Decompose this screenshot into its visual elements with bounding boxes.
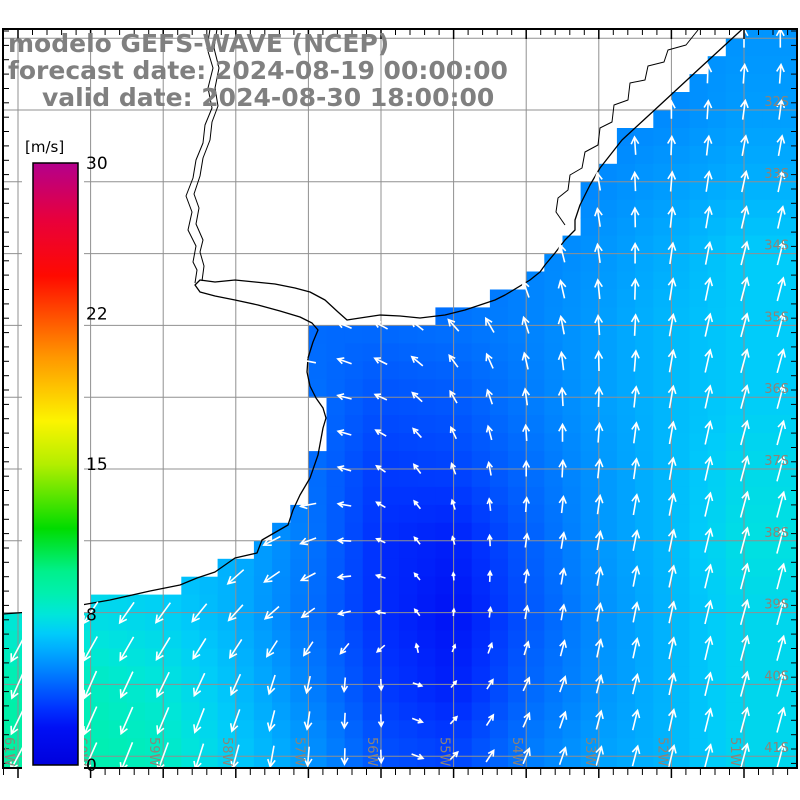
lon-label: 57W <box>291 737 306 767</box>
colorbar-tick-label: 8 <box>86 606 97 626</box>
lon-label: 52W <box>654 737 669 767</box>
lon-label: 58W <box>219 737 234 767</box>
colorbar-gradient <box>32 162 79 766</box>
colorbar-unit-label: [m/s] <box>25 138 64 156</box>
lon-label: 61W <box>1 737 16 767</box>
valid-date-line: valid date: 2024-08-30 18:00:00 <box>42 83 494 112</box>
colorbar-tick-labels: 30 22 15 8 0 <box>86 154 108 776</box>
wind-direction-arrows <box>10 29 787 768</box>
lon-label: 53W <box>582 737 597 767</box>
model-title: modelo GEFS-WAVE (NCEP) <box>8 29 389 58</box>
lat-label: 37S <box>764 454 789 469</box>
map-border <box>2 28 798 769</box>
lon-label: 51W <box>727 737 742 767</box>
lon-label: 56W <box>364 737 379 767</box>
lon-label: 59W <box>146 737 161 767</box>
colorbar-tick-label: 22 <box>86 305 108 325</box>
lat-label: 40S <box>764 669 789 684</box>
lat-label: 38S <box>764 526 789 541</box>
lat-label: 39S <box>764 598 789 613</box>
lat-label: 33S <box>764 167 789 182</box>
forecast-date-line: forecast date: 2024-08-19 00:00:00 <box>8 56 508 85</box>
wave-speed-field <box>3 29 797 768</box>
lon-label: 55W <box>437 737 452 767</box>
colorbar-tick-label: 0 <box>86 756 97 776</box>
colorbar-tick-label: 15 <box>86 455 108 475</box>
lat-label: 34S <box>764 239 789 254</box>
colorbar-tick-label: 30 <box>86 154 108 174</box>
coastline-layer <box>2 28 744 615</box>
colorbar: [m/s] 30 22 15 8 0 <box>22 126 108 778</box>
lat-label: 32S <box>764 95 789 110</box>
lat-label: 36S <box>764 382 789 397</box>
lon-label: 54W <box>509 737 524 767</box>
lat-label: 35S <box>764 310 789 325</box>
title-block: modelo GEFS-WAVE (NCEP) forecast date: 2… <box>8 29 508 112</box>
axis-labels: 61W60W59W58W57W56W55W54W53W52W51W32S33S3… <box>1 95 789 767</box>
lat-label: 41S <box>764 741 789 756</box>
